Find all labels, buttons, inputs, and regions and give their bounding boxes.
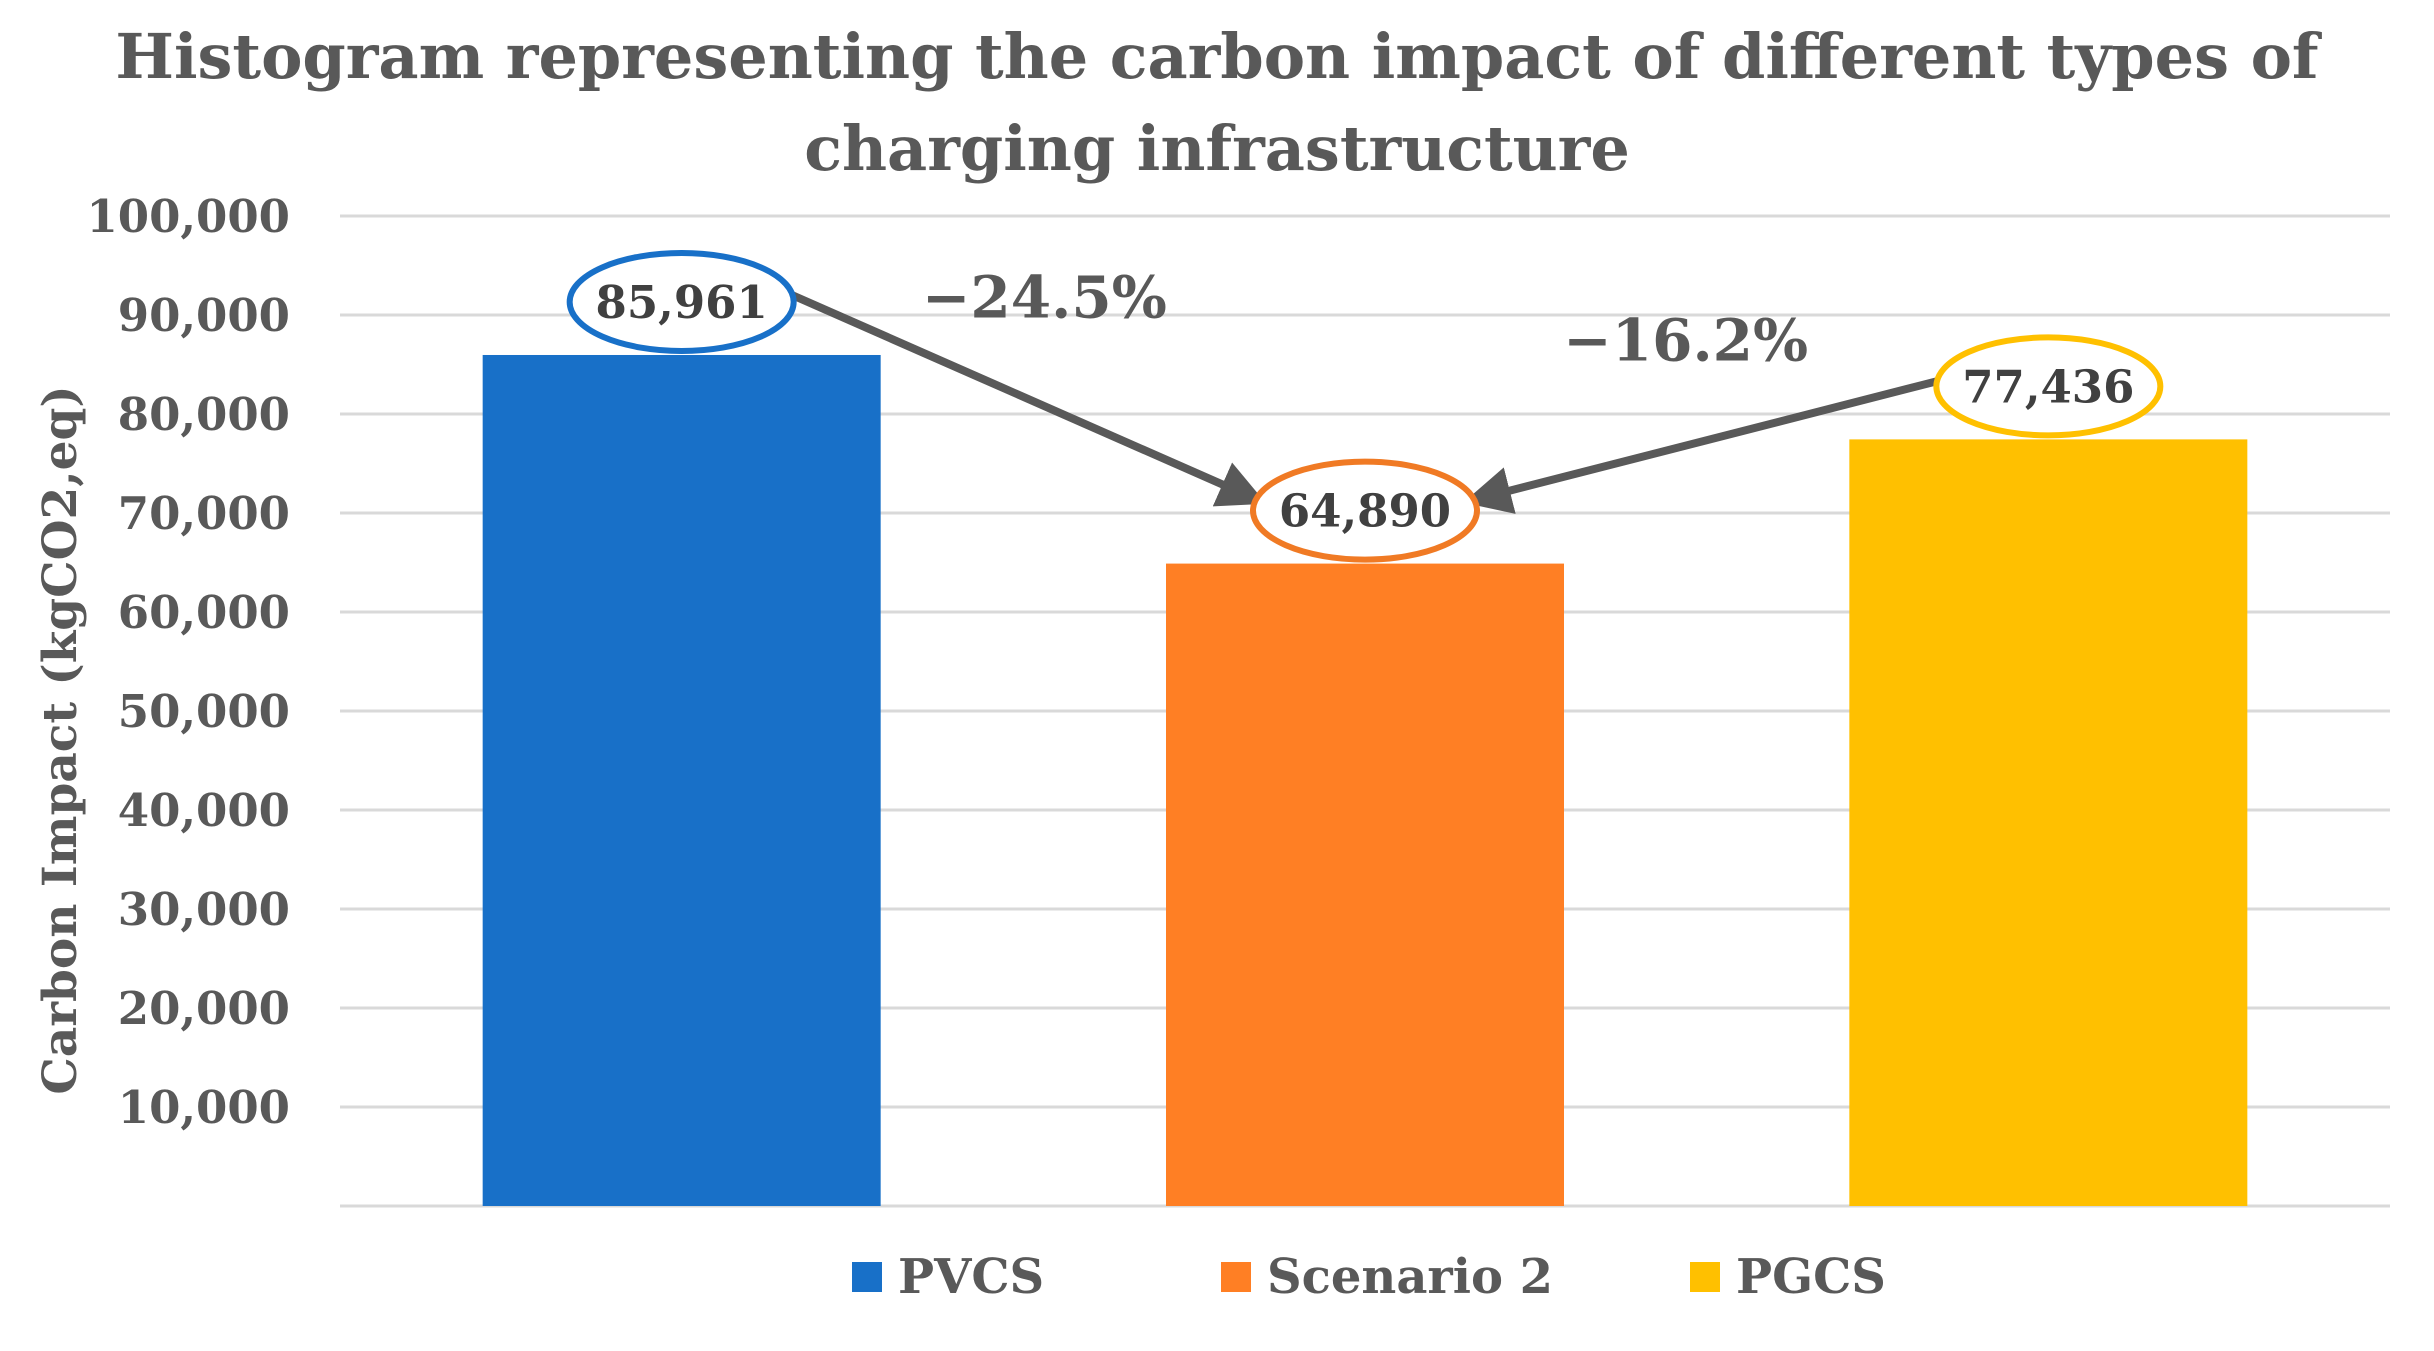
y-tick-label: 10,000 [118, 1081, 290, 1134]
data-labels: 85,961 64,890 77,436 [566, 249, 2164, 563]
value-label: 77,436 [1962, 360, 2134, 413]
bars [482, 354, 2248, 1207]
value-label-ring [1250, 458, 1480, 563]
bar-pvcs [482, 354, 881, 1207]
value-label-ring [1933, 334, 2164, 439]
value-label: 85,961 [596, 276, 768, 329]
legend: PVCS Scenario 2 PGCS [852, 1249, 1886, 1305]
chart-title-line-1: Histogram representing the carbon impact… [115, 20, 2322, 93]
value-label: 64,890 [1279, 485, 1451, 538]
y-tick-label: 80,000 [118, 388, 290, 441]
y-tick-label: 40,000 [118, 784, 290, 837]
percent-change-label: −16.2% [1563, 306, 1808, 374]
y-tick-label: 60,000 [118, 586, 290, 639]
legend-swatch [852, 1262, 882, 1292]
change-arrow [788, 290, 1267, 507]
bar-scenario-2 [1166, 563, 1564, 1206]
legend-swatch [1690, 1262, 1720, 1292]
chart-title-line-2: charging infrastructure [804, 112, 1630, 185]
legend-label: PVCS [898, 1249, 1044, 1305]
legend-label: Scenario 2 [1267, 1249, 1553, 1305]
y-tick-label: 20,000 [118, 982, 290, 1035]
y-axis-label: Carbon Impact (kgCO2,eq) [33, 385, 88, 1094]
y-tick-label: 90,000 [118, 289, 290, 342]
bar-pgcs [1849, 439, 2248, 1206]
legend-label: PGCS [1736, 1249, 1886, 1305]
legend-swatch [1221, 1262, 1251, 1292]
y-tick-label: 50,000 [118, 685, 290, 738]
change-arrows: −24.5% −16.2% [788, 263, 1942, 514]
y-tick-label: 100,000 [86, 190, 290, 243]
y-tick-label: 70,000 [118, 487, 290, 540]
value-label-ring [566, 249, 797, 354]
y-axis-ticks: 10,000 20,000 30,000 40,000 50,000 60,000 70,0… [86, 190, 290, 1134]
percent-change-label: −24.5% [922, 263, 1167, 331]
change-arrow [1463, 376, 1942, 514]
chart-title: Histogram representing the carbon impact… [115, 20, 2322, 185]
y-tick-label: 30,000 [118, 883, 290, 936]
